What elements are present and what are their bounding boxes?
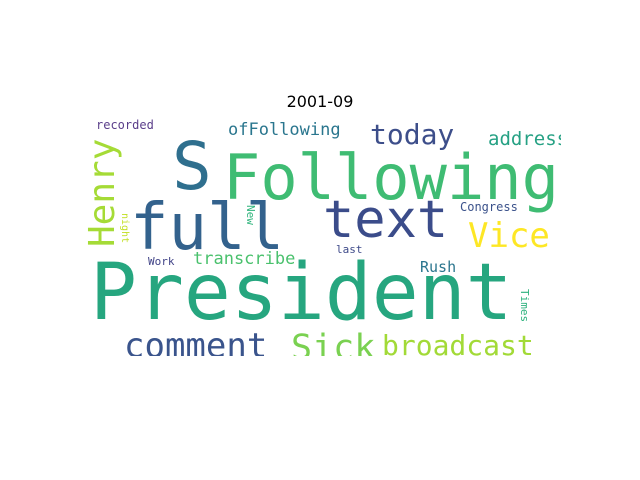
word-transcribe: transcribe <box>193 249 295 269</box>
word-work: Work <box>148 255 175 268</box>
word-rush: Rush <box>420 258 456 276</box>
word-address: address <box>488 128 561 150</box>
word-comment: comment <box>124 326 267 356</box>
word-s: S <box>172 128 212 205</box>
word-text: text <box>323 190 448 250</box>
chart-title: 2001-09 <box>286 92 354 111</box>
word-vice: Vice <box>468 216 550 256</box>
word-broadcast: broadcast <box>382 329 534 356</box>
word-full: full <box>130 191 284 265</box>
word-congress: Congress <box>460 200 518 214</box>
word-offollowing: ofFollowing <box>228 120 341 140</box>
word-sick: Sick <box>291 328 375 356</box>
word-henry: Henry <box>82 139 123 247</box>
word-recorded: recorded <box>96 118 154 132</box>
word-night: night <box>119 213 130 243</box>
word-cloud: President Following S full text comment … <box>80 115 561 356</box>
word-times: Times <box>518 289 531 322</box>
word-following: Following <box>223 141 559 214</box>
word-last: last <box>336 243 363 256</box>
word-president: President <box>90 248 513 338</box>
word-today: today <box>370 118 454 151</box>
word-new: New <box>244 205 257 225</box>
